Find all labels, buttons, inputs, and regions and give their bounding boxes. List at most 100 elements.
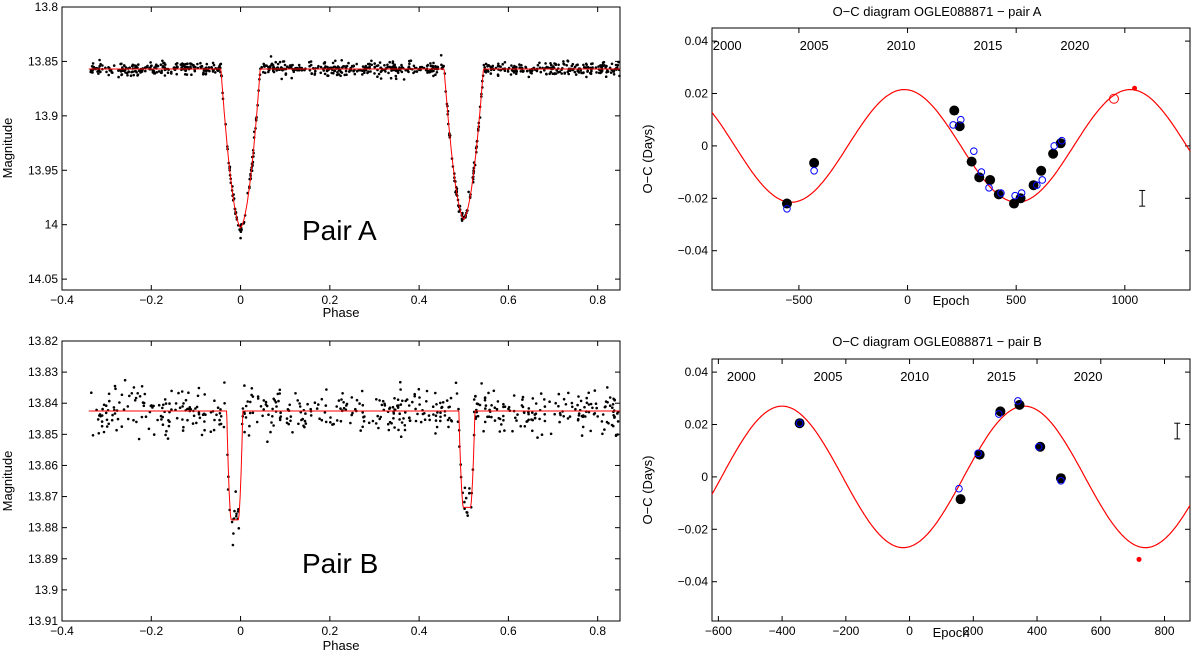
data-point: [170, 389, 173, 393]
data-point: [439, 54, 443, 57]
x-tick-label: 0: [906, 624, 913, 638]
data-point: [557, 70, 560, 74]
data-point: [191, 422, 195, 425]
data-point: [107, 392, 111, 396]
data-point: [350, 413, 354, 417]
data-point: [548, 400, 551, 404]
data-point: [152, 433, 156, 436]
data-point: [502, 414, 505, 418]
data-point: [183, 73, 187, 76]
data-point: [486, 69, 490, 73]
data-point: [570, 401, 574, 405]
data-point: [333, 65, 337, 69]
data-point: [216, 406, 220, 410]
top-axis-year-label: 2005: [800, 38, 829, 53]
data-point: [432, 69, 435, 73]
data-point: [553, 62, 556, 65]
data-point: [290, 64, 293, 68]
data-point: [195, 405, 199, 409]
data-point: [436, 411, 439, 414]
data-point: [232, 532, 235, 535]
data-point: [190, 73, 193, 76]
data-point: [600, 420, 604, 423]
data-point: [207, 66, 211, 69]
data-point: [269, 430, 272, 434]
data-point: [370, 59, 373, 63]
data-point: [364, 69, 368, 72]
data-point: [122, 408, 126, 411]
data-point: [432, 61, 435, 65]
data-point: [288, 403, 292, 407]
data-point: [337, 73, 341, 76]
data-point: [581, 71, 585, 75]
data-point: [373, 65, 377, 69]
data-point: [463, 486, 467, 490]
data-point: [514, 72, 518, 75]
data-point: [324, 420, 328, 424]
data-point: [474, 394, 477, 398]
data-point: [275, 405, 278, 408]
data-point: [397, 428, 400, 432]
data-point: [329, 416, 332, 419]
x-axis-label: Epoch: [933, 625, 970, 640]
data-point: [126, 417, 130, 421]
data-point: [425, 400, 428, 403]
data-point: [366, 71, 369, 75]
secondary-minimum-point: [810, 166, 818, 175]
data-point: [303, 419, 307, 423]
data-point: [413, 392, 417, 396]
data-point: [337, 399, 341, 402]
data-point: [502, 419, 505, 422]
data-point: [166, 71, 170, 74]
data-point: [143, 392, 147, 396]
data-point: [448, 416, 451, 420]
data-point: [591, 406, 594, 410]
data-point: [274, 60, 278, 64]
data-point: [187, 391, 190, 395]
data-point: [196, 62, 199, 66]
data-point: [162, 403, 165, 407]
data-point: [271, 407, 274, 411]
primary-minimum-point: [954, 121, 965, 132]
data-point: [584, 415, 587, 418]
data-point: [213, 399, 216, 403]
y-tick-label: 0.04: [685, 34, 709, 48]
data-point: [163, 398, 167, 401]
y-tick-label: 13.84: [28, 396, 58, 410]
y-tick-label: 0: [701, 470, 708, 484]
y-tick-label: −0.02: [678, 522, 709, 536]
data-point: [544, 62, 547, 65]
data-point: [566, 60, 570, 63]
data-point: [102, 430, 106, 434]
data-point: [107, 66, 110, 69]
data-point: [337, 69, 341, 72]
data-point: [287, 422, 291, 426]
data-point: [241, 407, 245, 410]
data-point: [448, 405, 452, 409]
secondary-minimum-point: [783, 204, 791, 213]
data-point: [297, 63, 301, 67]
data-point: [290, 76, 294, 80]
data-point: [386, 422, 390, 426]
data-point: [336, 71, 339, 74]
data-point: [329, 421, 332, 424]
data-point: [487, 391, 490, 395]
data-point: [355, 398, 359, 402]
y-tick-label: 13.89: [28, 552, 58, 566]
data-point: [594, 66, 598, 69]
data-point: [512, 71, 516, 74]
data-point: [467, 190, 470, 194]
y-tick-label: 13.8: [35, 0, 59, 14]
data-point: [515, 69, 518, 73]
x-tick-label: 800: [1154, 624, 1174, 638]
data-point: [342, 401, 345, 404]
data-point: [223, 402, 226, 405]
data-point: [331, 61, 335, 65]
data-point: [557, 404, 560, 408]
data-point: [414, 407, 417, 411]
x-tick-label: 500: [1006, 293, 1026, 307]
data-point: [534, 402, 538, 405]
data-point: [527, 411, 530, 414]
data-point: [175, 62, 179, 65]
data-point: [197, 386, 201, 390]
